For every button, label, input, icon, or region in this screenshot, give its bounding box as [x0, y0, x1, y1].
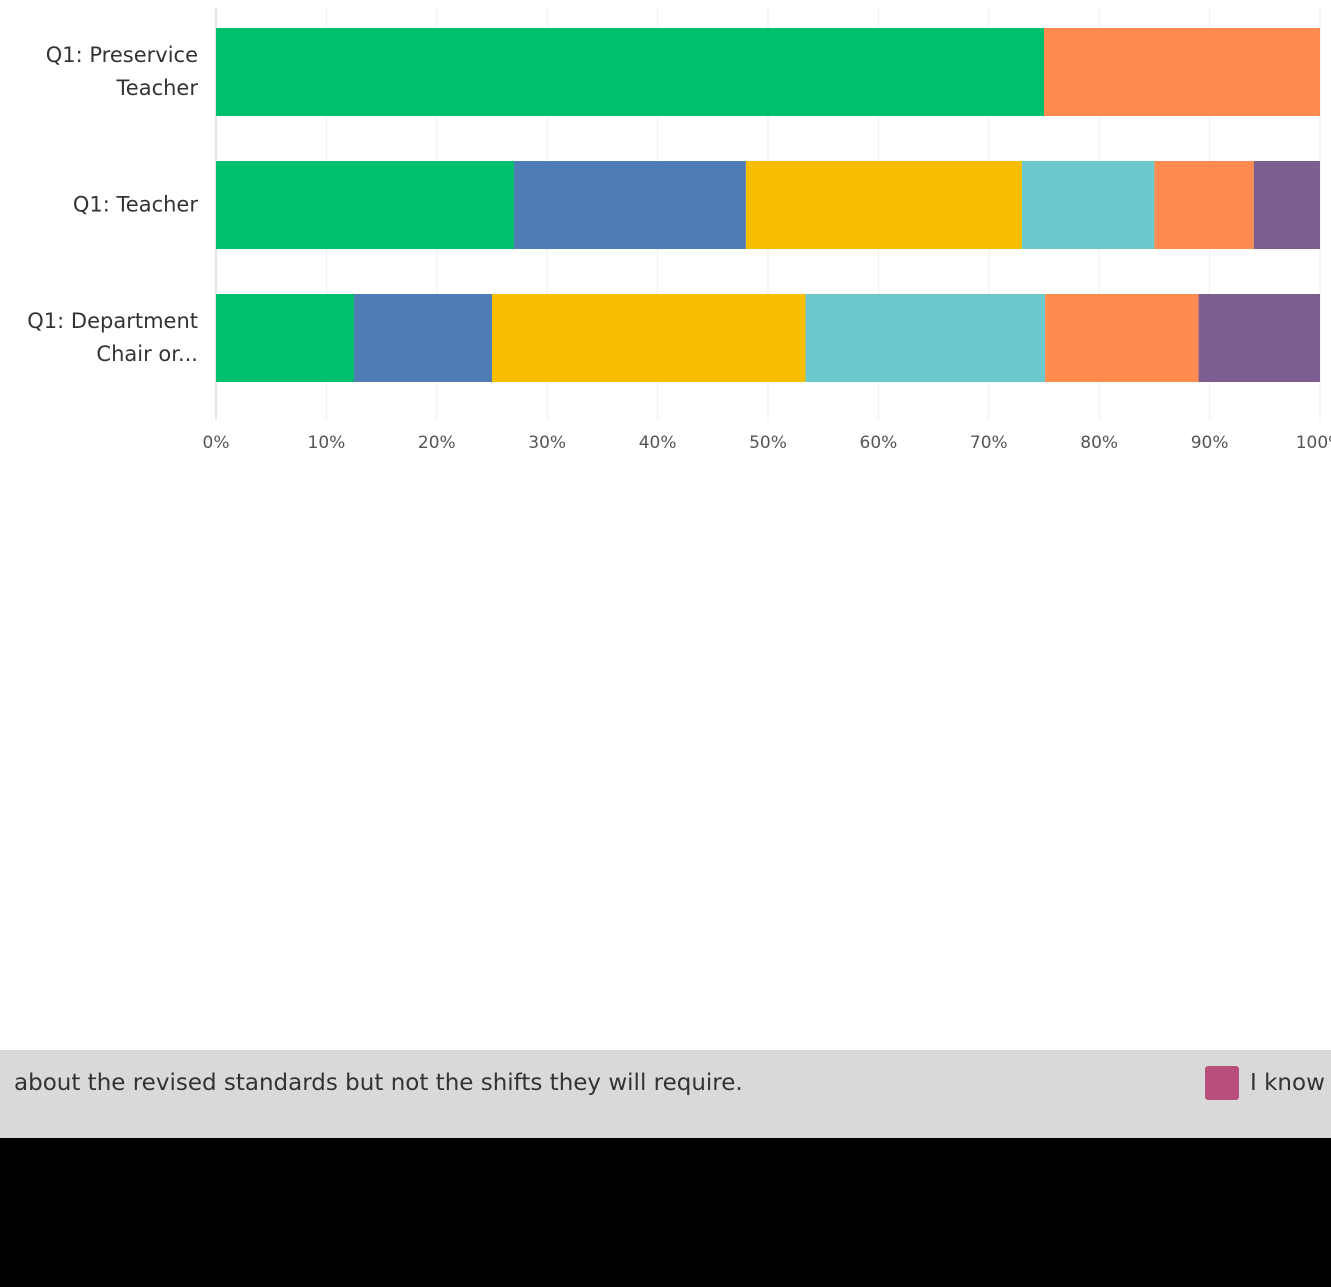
x-tick-label: 20%: [418, 433, 456, 453]
legend-label: I know: [1250, 1070, 1325, 1096]
x-tick-label: 70%: [970, 433, 1008, 453]
x-tick-label: 90%: [1191, 433, 1229, 453]
bar-segment: [514, 161, 746, 249]
x-tick-label: 40%: [639, 433, 677, 453]
bar-segment: [216, 294, 354, 382]
bar-segment: [805, 294, 1046, 382]
bar-segment: [1198, 294, 1320, 382]
chart: 0% 10% 20% 30% 40% 50% 60% 70% 80% 90% 100%: [203, 8, 1331, 453]
footer: [0, 1138, 1331, 1287]
bar-segment: [1253, 161, 1320, 249]
bar-segment: [745, 161, 1022, 249]
y-tick-label: Q1: Preservice Teacher: [45, 43, 198, 100]
bar-segment: [1154, 161, 1254, 249]
x-tick-label: 10%: [308, 433, 346, 453]
bar-segment: [354, 294, 492, 382]
x-tick-label: 30%: [528, 433, 566, 453]
legend-swatch: [1205, 1066, 1239, 1100]
x-tick-label: 100%: [1296, 433, 1331, 453]
bar-segment: [1044, 28, 1320, 116]
bar-segment: [1021, 161, 1155, 249]
x-tick-label: 0%: [203, 433, 230, 453]
bar-segment: [492, 294, 806, 382]
x-tick-label: 60%: [860, 433, 898, 453]
legend: about the revised standards but not the …: [0, 1050, 1331, 1138]
bar-segment: [1045, 294, 1199, 382]
bar-segment: [216, 161, 515, 249]
y-tick-label: Q1: Department Chair or...: [27, 309, 198, 366]
x-tick-label: 80%: [1080, 433, 1118, 453]
legend-text: about the revised standards but not the …: [14, 1070, 743, 1096]
y-tick-label: Q1: Teacher: [72, 192, 198, 217]
x-tick-label: 50%: [749, 433, 787, 453]
bar-segment: [216, 28, 1044, 116]
